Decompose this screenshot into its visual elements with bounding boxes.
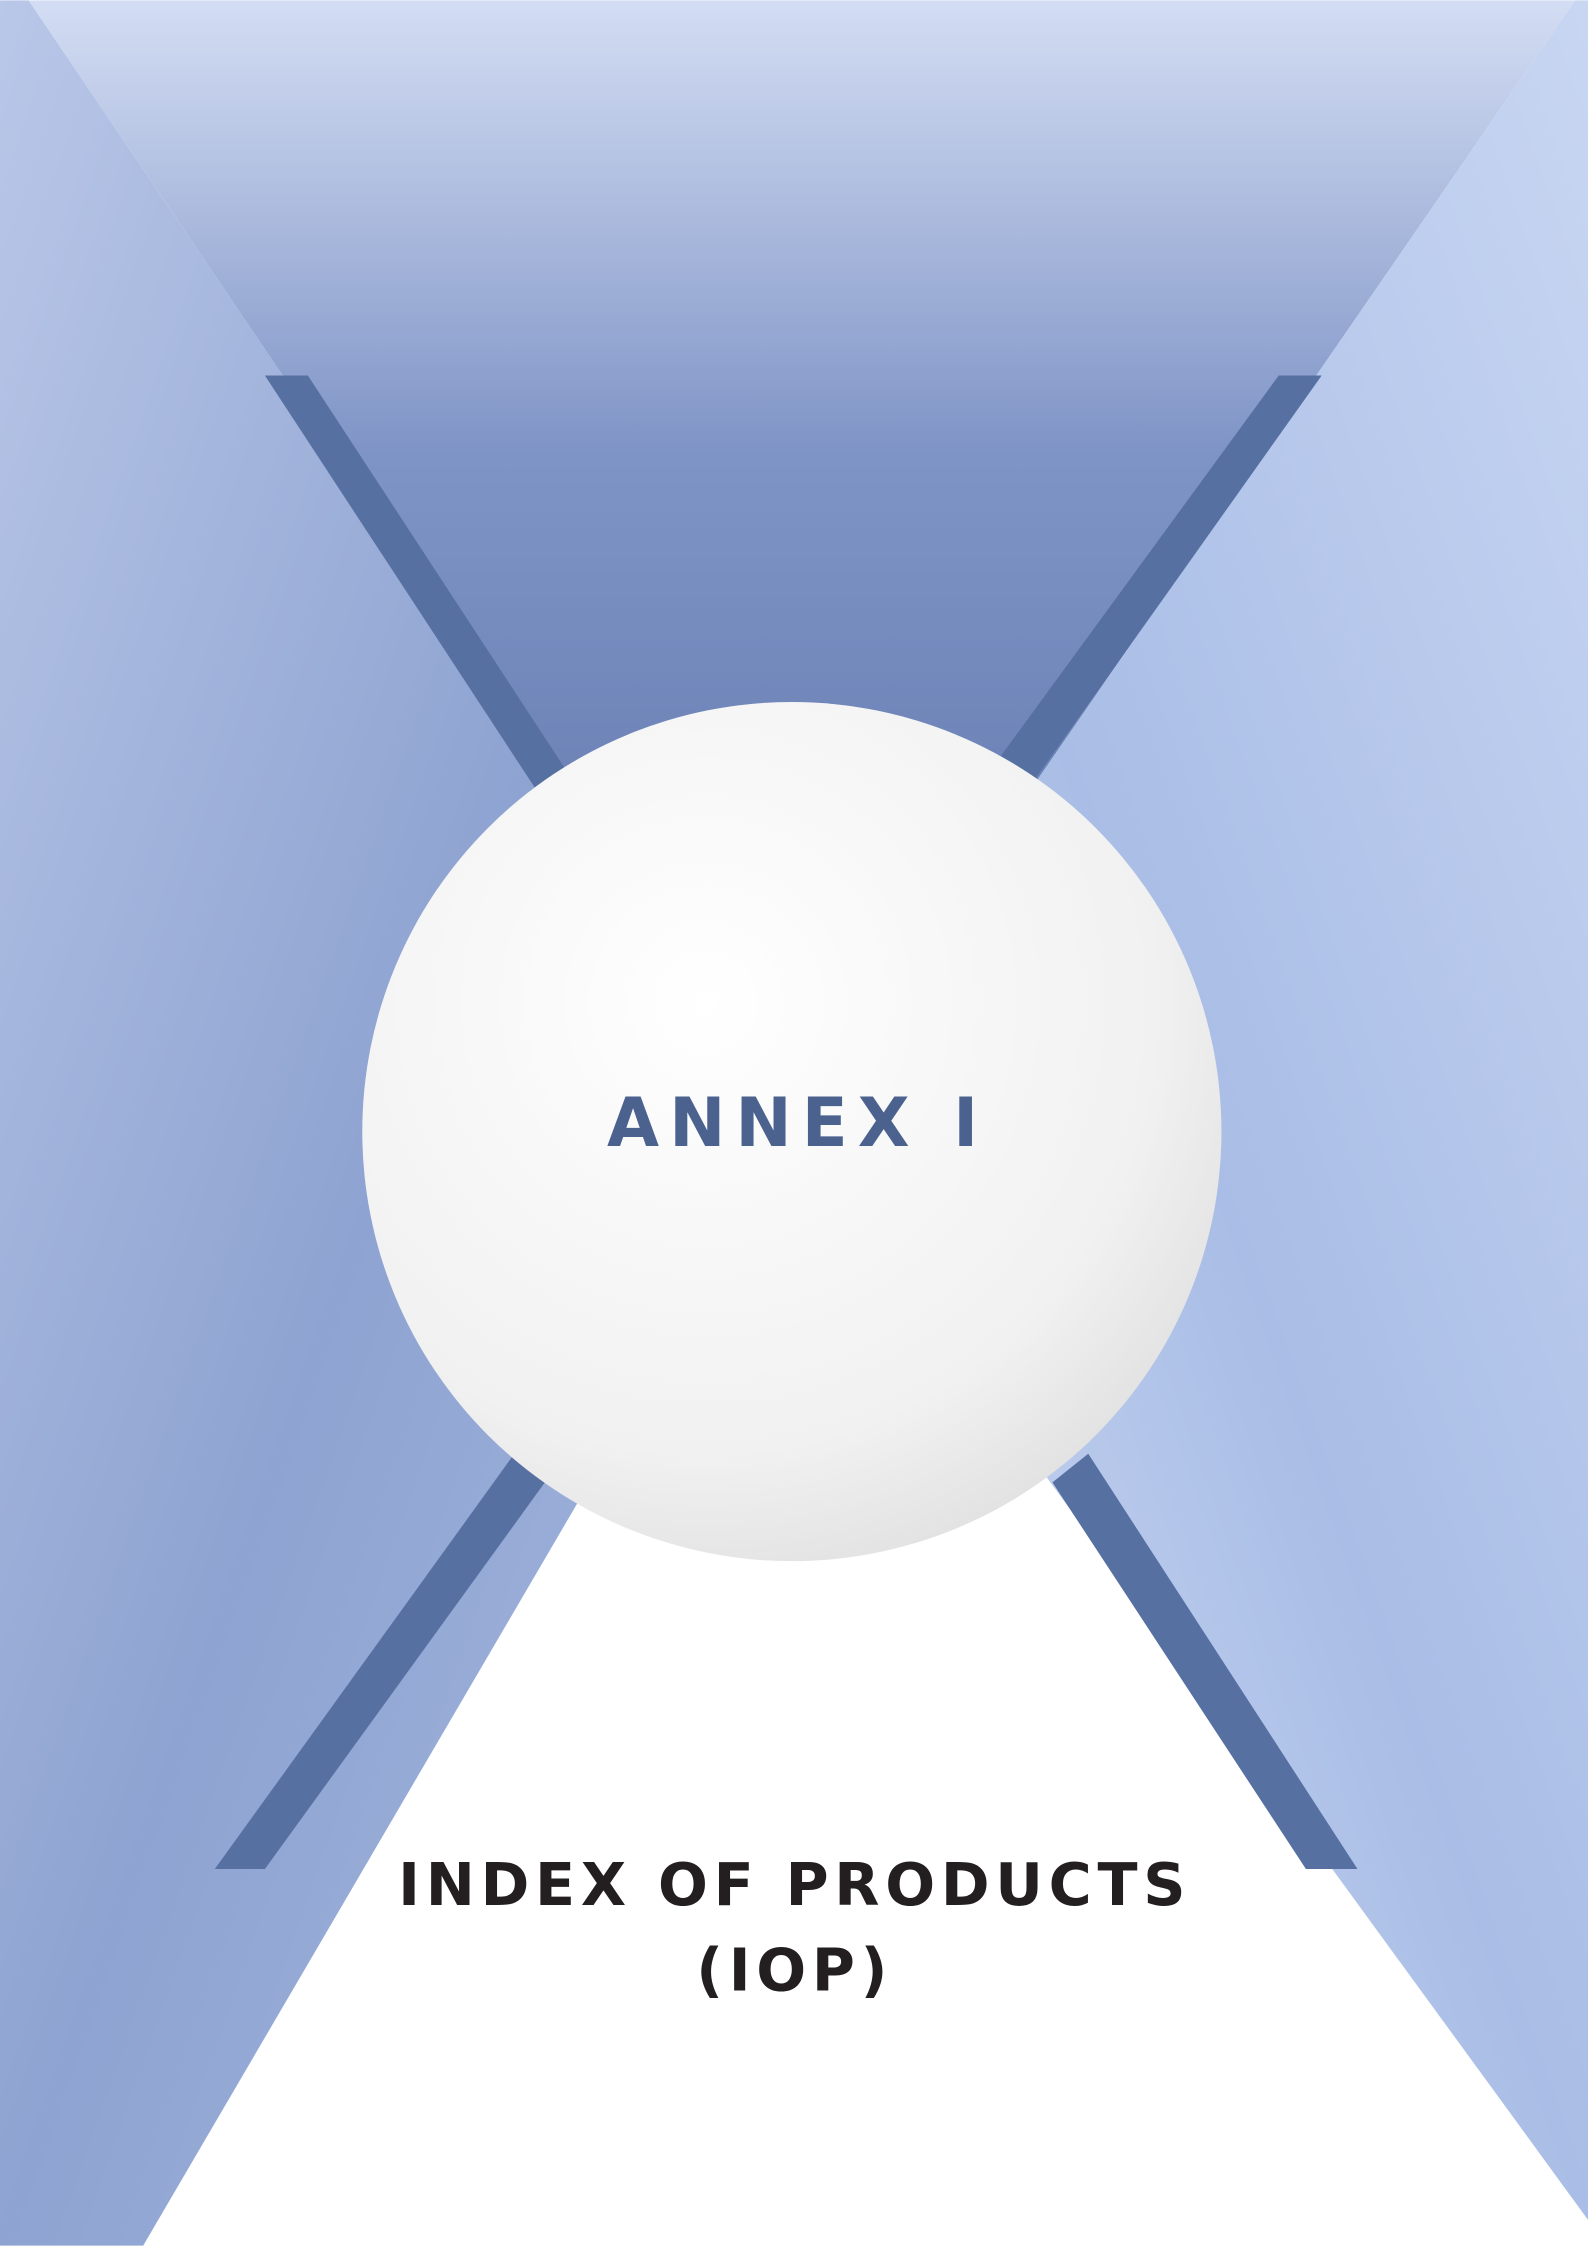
annex-label: ANNEX I xyxy=(607,1084,988,1162)
title-line: (IOP) xyxy=(696,1937,893,2005)
title-line: INDEX OF PRODUCTS xyxy=(398,1851,1191,1919)
cover: ANNEX I INDEX OF PRODUCTS (IOP) xyxy=(0,0,1588,2246)
